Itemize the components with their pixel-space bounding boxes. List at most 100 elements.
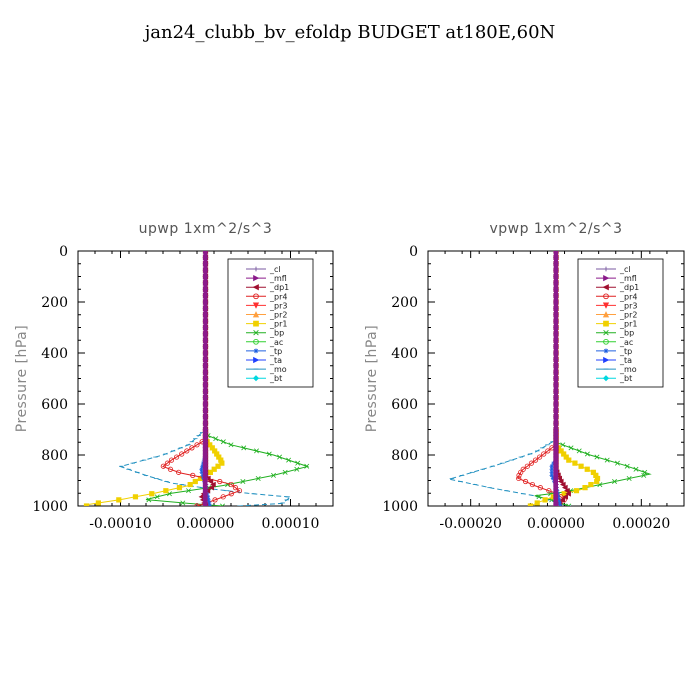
series-point: [642, 469, 648, 475]
series-point: [594, 454, 600, 460]
series-point: [568, 445, 574, 451]
legend-marker: [253, 274, 260, 282]
series-point: [563, 487, 570, 494]
series-point: [199, 470, 205, 475]
series-point: [132, 494, 139, 500]
series-point: [626, 475, 632, 481]
series-point: [220, 503, 225, 506]
legend-entry-label: _bt: [269, 374, 282, 383]
series-point: [572, 460, 578, 466]
series-point: [578, 463, 584, 469]
legend-marker: [602, 311, 610, 318]
legend-entry-label: _ta: [619, 356, 632, 365]
legend-marker: [252, 284, 259, 291]
series-point: [189, 445, 195, 451]
series-point: [149, 491, 155, 497]
series-line-mo: [118, 251, 292, 506]
series-point: [549, 467, 554, 472]
upwp-panel: upwp 1xm^2/s^3 0 200 400 600 800 1000 -0.00010 0…: [14, 221, 334, 532]
series-point: [520, 466, 526, 472]
legend-entry-label: _pr4: [269, 292, 287, 301]
legend-entry-label: _mfl: [619, 274, 637, 283]
series-point: [528, 460, 535, 466]
series-group: [83, 251, 310, 506]
y-tick-label: 800: [41, 448, 68, 464]
series-point: [277, 454, 283, 460]
series-point: [212, 497, 218, 503]
series-point: [286, 457, 292, 463]
series-point: [561, 484, 568, 491]
legend-entry-label: _mfl: [269, 274, 287, 283]
legend-entry-label: _tp: [269, 347, 282, 356]
series-point: [176, 469, 182, 475]
legend-entry-label: _pr1: [619, 320, 637, 329]
x-tick-label: 0.00000: [527, 516, 585, 532]
series-line-pr4: [161, 251, 241, 506]
x-tick-label: -0.00020: [439, 516, 502, 532]
series-point: [266, 451, 272, 457]
legend-entry-label: _mo: [269, 365, 287, 374]
legend-marker: [253, 320, 259, 327]
legend-marker: [603, 338, 609, 345]
legend-entry-label: _pr3: [269, 301, 287, 310]
series-point: [294, 466, 300, 472]
y-axis-label: Pressure [hPa]: [364, 325, 380, 432]
series-point: [584, 451, 590, 457]
series-point: [550, 476, 556, 481]
page-title: jan24_clubb_bv_efoldp BUDGET at180E,60N: [144, 22, 556, 43]
series-point: [282, 469, 288, 475]
legend-marker: [253, 348, 259, 354]
series-point: [557, 478, 564, 485]
series-point: [566, 457, 572, 463]
y-tick-label: 200: [41, 295, 68, 311]
series-point: [163, 488, 169, 494]
legend-entry-label: _dp1: [269, 283, 289, 292]
series-point: [213, 436, 219, 442]
legend-entry-label: _bp: [619, 329, 634, 338]
legend-marker: [603, 348, 609, 354]
legend-marker: [603, 293, 609, 300]
series-point: [174, 454, 180, 460]
legend-marker: [603, 329, 609, 336]
legend-marker: [252, 311, 260, 318]
legend-entry-label: _bp: [269, 329, 284, 338]
series-point: [207, 469, 213, 475]
series-point: [271, 472, 276, 478]
series-point: [255, 475, 261, 481]
legend-entry-label: _ac: [619, 338, 633, 347]
series-point: [560, 442, 566, 448]
series-point: [194, 503, 200, 506]
series-point: [206, 500, 212, 506]
series-point: [228, 481, 234, 488]
legend-marker: [602, 375, 610, 382]
series-point: [304, 463, 310, 469]
series-point: [532, 457, 539, 463]
legend-marker: [252, 302, 260, 309]
legend-marker: [602, 284, 609, 291]
series-point: [573, 488, 580, 494]
legend-marker: [253, 293, 259, 300]
series-point: [516, 475, 522, 482]
series-point: [180, 500, 186, 506]
y-tick-label: 600: [41, 397, 68, 413]
legend-marker: [603, 320, 609, 327]
series-point: [562, 493, 568, 500]
series-point: [220, 494, 226, 500]
series-point: [184, 448, 190, 454]
series-point: [565, 490, 571, 497]
series-point: [516, 472, 522, 478]
series-point: [200, 464, 205, 469]
series-point: [518, 469, 524, 475]
series-point: [537, 454, 543, 460]
legend-marker: [603, 266, 609, 272]
series-point: [176, 485, 183, 491]
series-point: [190, 472, 196, 478]
panel-title: upwp 1xm^2/s^3: [139, 221, 273, 237]
series-point: [220, 439, 226, 445]
legend-marker: [603, 274, 610, 282]
legend-entry-label: _dp1: [619, 283, 639, 292]
series-point: [295, 460, 301, 466]
legend-box: [577, 258, 664, 388]
series-point: [576, 448, 582, 454]
series-point: [633, 466, 639, 472]
